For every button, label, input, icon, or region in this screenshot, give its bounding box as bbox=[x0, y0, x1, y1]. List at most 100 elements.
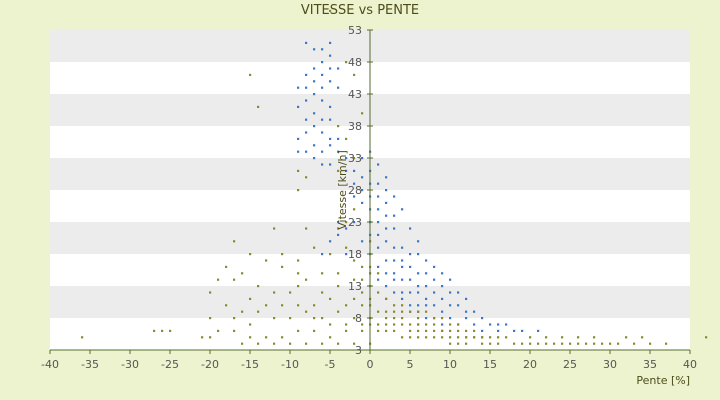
data-point-series-1 bbox=[457, 304, 460, 307]
data-point-series-2 bbox=[417, 323, 420, 326]
y-tick-label: 8 bbox=[355, 312, 362, 325]
data-point-series-1 bbox=[353, 221, 356, 224]
data-point-series-1 bbox=[313, 112, 316, 115]
data-point-series-2 bbox=[393, 323, 396, 326]
data-point-series-2 bbox=[345, 323, 348, 326]
data-point-series-2 bbox=[433, 329, 436, 332]
data-point-series-2 bbox=[561, 342, 564, 345]
data-point-series-2 bbox=[561, 336, 564, 339]
data-point-series-1 bbox=[385, 285, 388, 288]
data-point-series-1 bbox=[537, 329, 540, 332]
data-point-series-1 bbox=[489, 323, 492, 326]
data-point-series-1 bbox=[393, 259, 396, 262]
data-point-series-2 bbox=[329, 9, 332, 12]
data-point-series-2 bbox=[353, 157, 356, 160]
data-point-series-1 bbox=[497, 323, 500, 326]
data-point-series-1 bbox=[313, 157, 316, 160]
data-point-series-1 bbox=[385, 227, 388, 230]
data-point-series-1 bbox=[329, 41, 332, 44]
data-point-series-2 bbox=[489, 342, 492, 345]
data-point-series-1 bbox=[449, 317, 452, 320]
data-point-series-1 bbox=[401, 265, 404, 268]
data-point-series-1 bbox=[361, 189, 364, 192]
data-point-series-2 bbox=[361, 329, 364, 332]
data-point-series-2 bbox=[609, 342, 612, 345]
data-point-series-2 bbox=[449, 329, 452, 332]
data-point-series-1 bbox=[305, 118, 308, 121]
data-point-series-2 bbox=[385, 297, 388, 300]
x-tick-label: -40 bbox=[41, 358, 59, 371]
data-point-series-2 bbox=[641, 336, 644, 339]
data-point-series-2 bbox=[305, 176, 308, 179]
x-tick-label: -5 bbox=[325, 358, 336, 371]
data-point-series-1 bbox=[353, 169, 356, 172]
x-tick-labels: -40 -35 -30 -25 -20 -15 -10 -5 0 5 10 15 20 25 30 35 40 bbox=[41, 350, 697, 371]
y-tick-label: 3 bbox=[355, 344, 362, 357]
data-point-series-1 bbox=[297, 86, 300, 89]
data-point-series-1 bbox=[441, 310, 444, 313]
data-point-series-2 bbox=[361, 265, 364, 268]
data-point-series-1 bbox=[305, 131, 308, 134]
data-point-series-2 bbox=[393, 304, 396, 307]
data-point-series-1 bbox=[425, 304, 428, 307]
data-point-series-1 bbox=[385, 259, 388, 262]
data-point-series-2 bbox=[289, 317, 292, 320]
data-point-series-2 bbox=[401, 336, 404, 339]
data-point-series-1 bbox=[361, 157, 364, 160]
data-point-series-1 bbox=[449, 291, 452, 294]
data-point-series-2 bbox=[297, 304, 300, 307]
data-point-series-2 bbox=[705, 336, 708, 339]
data-point-series-2 bbox=[217, 278, 220, 281]
data-point-series-1 bbox=[409, 253, 412, 256]
data-point-series-2 bbox=[265, 336, 268, 339]
data-point-series-1 bbox=[305, 86, 308, 89]
data-point-series-1 bbox=[449, 304, 452, 307]
data-point-series-2 bbox=[265, 304, 268, 307]
data-point-series-1 bbox=[377, 246, 380, 249]
x-tick-label: -25 bbox=[161, 358, 179, 371]
data-point-series-2 bbox=[425, 310, 428, 313]
data-point-series-2 bbox=[281, 304, 284, 307]
data-point-series-2 bbox=[433, 336, 436, 339]
data-point-series-2 bbox=[353, 342, 356, 345]
data-point-series-2 bbox=[289, 291, 292, 294]
data-point-series-2 bbox=[249, 297, 252, 300]
data-point-series-2 bbox=[345, 137, 348, 140]
data-point-series-2 bbox=[401, 323, 404, 326]
data-point-series-1 bbox=[417, 253, 420, 256]
data-point-series-1 bbox=[353, 195, 356, 198]
data-point-series-1 bbox=[393, 195, 396, 198]
data-point-series-1 bbox=[321, 253, 324, 256]
data-point-series-1 bbox=[481, 317, 484, 320]
data-point-series-1 bbox=[385, 176, 388, 179]
data-point-series-2 bbox=[537, 342, 540, 345]
data-point-series-2 bbox=[353, 259, 356, 262]
data-point-series-2 bbox=[297, 272, 300, 275]
data-point-series-2 bbox=[353, 73, 356, 76]
data-point-series-2 bbox=[305, 278, 308, 281]
data-point-series-2 bbox=[329, 253, 332, 256]
data-point-series-2 bbox=[601, 342, 604, 345]
data-point-series-2 bbox=[409, 310, 412, 313]
data-point-series-2 bbox=[385, 323, 388, 326]
data-point-series-1 bbox=[313, 67, 316, 70]
data-point-series-1 bbox=[329, 105, 332, 108]
data-point-series-1 bbox=[425, 285, 428, 288]
data-point-series-1 bbox=[513, 329, 516, 332]
data-point-series-1 bbox=[385, 214, 388, 217]
data-point-series-1 bbox=[401, 246, 404, 249]
data-point-series-2 bbox=[521, 342, 524, 345]
data-point-series-1 bbox=[329, 67, 332, 70]
data-point-series-2 bbox=[249, 253, 252, 256]
data-point-series-2 bbox=[417, 310, 420, 313]
data-point-series-2 bbox=[169, 329, 172, 332]
data-point-series-1 bbox=[337, 233, 340, 236]
data-point-series-1 bbox=[417, 304, 420, 307]
data-point-series-2 bbox=[345, 221, 348, 224]
data-point-series-2 bbox=[249, 323, 252, 326]
data-point-series-2 bbox=[401, 317, 404, 320]
data-point-series-1 bbox=[465, 317, 468, 320]
data-point-series-1 bbox=[377, 195, 380, 198]
data-point-series-1 bbox=[361, 201, 364, 204]
